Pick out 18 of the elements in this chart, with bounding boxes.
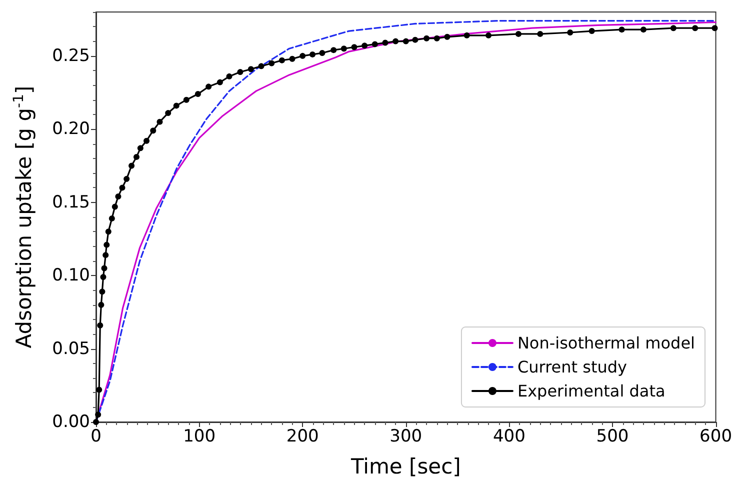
y-tick-label: 0.15 [52, 192, 90, 212]
x-tick-label: 200 [286, 426, 319, 446]
x-tick-label: 300 [390, 426, 422, 446]
y-tick-label: 0.00 [52, 412, 90, 432]
x-tick-label: 500 [596, 426, 629, 446]
x-axis-title: Time [sec] [350, 454, 461, 478]
y-tick-label: 0.25 [52, 46, 90, 66]
y-tick-label: 0.05 [52, 338, 90, 359]
y-tick-label: 0.10 [52, 266, 90, 286]
legend-label: Current study [517, 358, 628, 376]
legend-label: Experimental data [517, 382, 666, 400]
x-tick-label: 600 [700, 426, 732, 446]
x-tick-label: 100 [183, 426, 216, 446]
y-axis-title: Adsorption uptake [g g-1] [11, 86, 36, 348]
y-tick-label: 0.20 [52, 119, 90, 140]
x-tick-label: 0 [90, 426, 102, 446]
legend-label: Non-isothermal model [517, 334, 696, 352]
x-tick-label: 400 [492, 426, 526, 446]
